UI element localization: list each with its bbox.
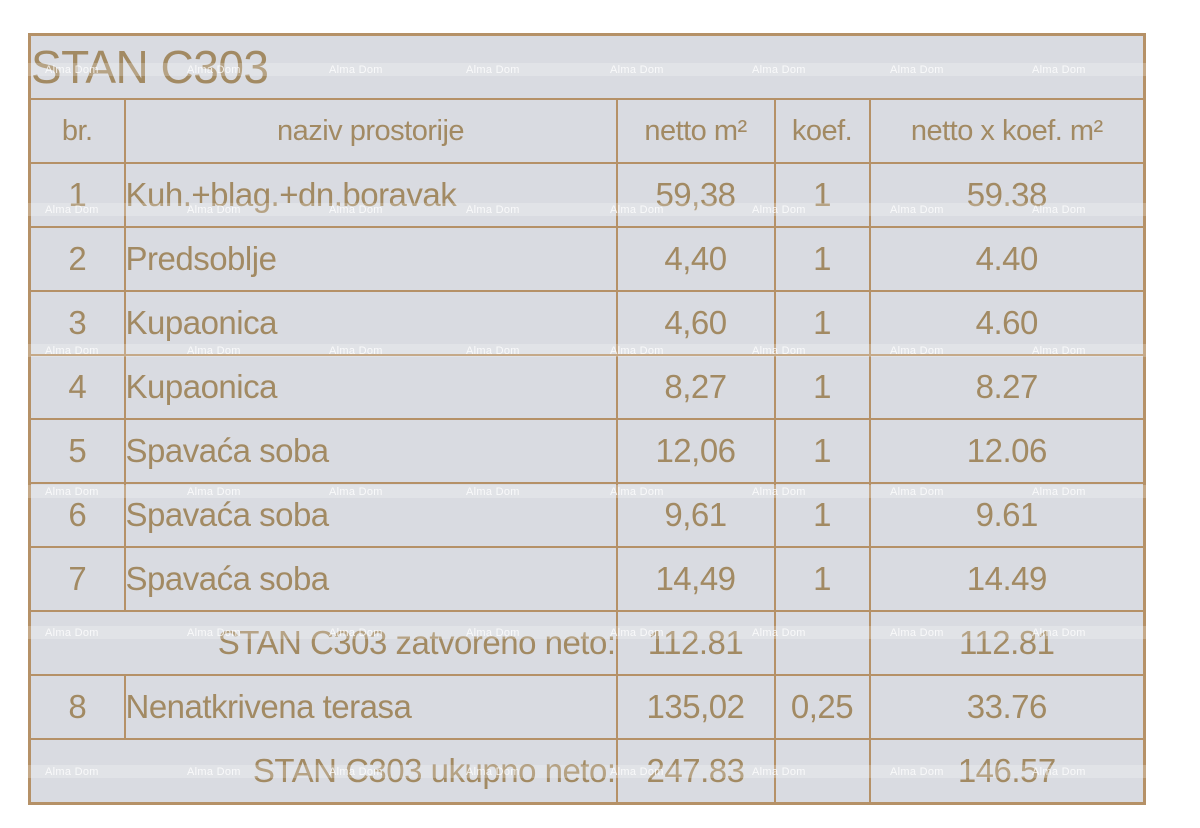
total-row: STAN C303 ukupno neto: 247.83 146.57 xyxy=(28,738,1146,805)
cell-name: Spavaća soba xyxy=(123,546,618,612)
cell-name: Kupaonica xyxy=(123,290,618,356)
cell-br: 4 xyxy=(28,354,126,420)
col-header-br: br. xyxy=(28,98,126,164)
cell-netto: 135,02 xyxy=(615,674,776,740)
col-header-netto-koef: netto x koef. m² xyxy=(868,98,1146,164)
cell-netto: 12,06 xyxy=(615,418,776,484)
cell-netto-koef: 33.76 xyxy=(868,674,1146,740)
cell-netto-koef: 9.61 xyxy=(868,482,1146,548)
area-table: STAN C303 br. naziv prostorije netto m² … xyxy=(28,33,1147,805)
cell-koef: 1 xyxy=(773,418,871,484)
subtotal-netto-koef: 112.81 xyxy=(868,610,1146,676)
cell-koef: 1 xyxy=(773,546,871,612)
cell-netto: 9,61 xyxy=(615,482,776,548)
cell-br: 1 xyxy=(28,162,126,228)
col-header-name: naziv prostorije xyxy=(123,98,618,164)
cell-br: 7 xyxy=(28,546,126,612)
total-netto: 247.83 xyxy=(615,738,776,805)
cell-netto-koef: 8.27 xyxy=(868,354,1146,420)
subtotal-row: STAN C303 zatvoreno neto: 112.81 112.81 xyxy=(28,610,1146,676)
total-koef xyxy=(773,738,871,805)
cell-netto-koef: 4.40 xyxy=(868,226,1146,292)
table-row: 5 Spavaća soba 12,06 1 12.06 xyxy=(28,418,1146,484)
cell-netto: 14,49 xyxy=(615,546,776,612)
cell-name: Spavaća soba xyxy=(123,418,618,484)
cell-netto-koef: 59.38 xyxy=(868,162,1146,228)
total-label: STAN C303 ukupno neto: xyxy=(28,738,618,805)
cell-name: Predsoblje xyxy=(123,226,618,292)
subtotal-koef xyxy=(773,610,871,676)
cell-koef: 1 xyxy=(773,226,871,292)
cell-netto: 4,60 xyxy=(615,290,776,356)
table-row: 4 Kupaonica 8,27 1 8.27 xyxy=(28,354,1146,420)
cell-netto: 8,27 xyxy=(615,354,776,420)
table-row: 8 Nenatkrivena terasa 135,02 0,25 33.76 xyxy=(28,674,1146,740)
header-row: br. naziv prostorije netto m² koef. nett… xyxy=(28,98,1146,164)
cell-koef: 1 xyxy=(773,290,871,356)
cell-koef: 1 xyxy=(773,162,871,228)
cell-name: Nenatkrivena terasa xyxy=(123,674,618,740)
cell-netto-koef: 12.06 xyxy=(868,418,1146,484)
cell-netto: 4,40 xyxy=(615,226,776,292)
cell-br: 5 xyxy=(28,418,126,484)
cell-netto-koef: 4.60 xyxy=(868,290,1146,356)
subtotal-netto: 112.81 xyxy=(615,610,776,676)
cell-name: Spavaća soba xyxy=(123,482,618,548)
cell-br: 3 xyxy=(28,290,126,356)
total-netto-koef: 146.57 xyxy=(868,738,1146,805)
col-header-koef: koef. xyxy=(773,98,871,164)
table-row: 3 Kupaonica 4,60 1 4.60 xyxy=(28,290,1146,356)
cell-br: 2 xyxy=(28,226,126,292)
page-title: STAN C303 xyxy=(28,33,1146,100)
table-row: 6 Spavaća soba 9,61 1 9.61 xyxy=(28,482,1146,548)
cell-koef: 1 xyxy=(773,354,871,420)
cell-netto: 59,38 xyxy=(615,162,776,228)
cell-br: 8 xyxy=(28,674,126,740)
cell-koef: 1 xyxy=(773,482,871,548)
area-table-wrap: STAN C303 br. naziv prostorije netto m² … xyxy=(28,33,1147,805)
table-row: 1 Kuh.+blag.+dn.boravak 59,38 1 59.38 xyxy=(28,162,1146,228)
cell-name: Kupaonica xyxy=(123,354,618,420)
cell-koef: 0,25 xyxy=(773,674,871,740)
title-row: STAN C303 xyxy=(28,33,1146,100)
cell-netto-koef: 14.49 xyxy=(868,546,1146,612)
table-row: 7 Spavaća soba 14,49 1 14.49 xyxy=(28,546,1146,612)
cell-name: Kuh.+blag.+dn.boravak xyxy=(123,162,618,228)
cell-br: 6 xyxy=(28,482,126,548)
subtotal-label: STAN C303 zatvoreno neto: xyxy=(28,610,618,676)
table-row: 2 Predsoblje 4,40 1 4.40 xyxy=(28,226,1146,292)
col-header-netto: netto m² xyxy=(615,98,776,164)
